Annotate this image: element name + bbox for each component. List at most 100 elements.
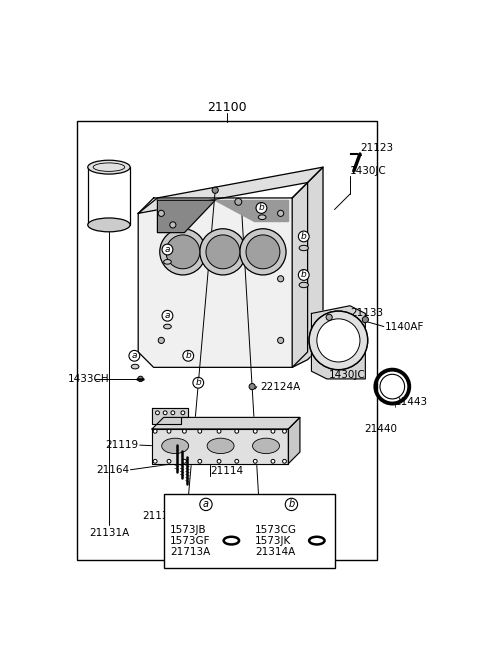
Circle shape: [235, 459, 239, 463]
Text: 1433CE: 1433CE: [265, 499, 306, 510]
Text: 21133: 21133: [350, 309, 383, 318]
Circle shape: [217, 459, 221, 463]
Circle shape: [283, 459, 287, 463]
Circle shape: [317, 319, 360, 362]
Circle shape: [129, 350, 140, 361]
Text: b: b: [185, 351, 191, 360]
Text: 1430JC: 1430JC: [350, 166, 387, 176]
Text: b: b: [288, 499, 295, 510]
Circle shape: [253, 459, 257, 463]
Text: a: a: [165, 245, 170, 254]
Ellipse shape: [164, 259, 171, 264]
Circle shape: [200, 498, 212, 510]
Circle shape: [198, 459, 202, 463]
Text: 21119: 21119: [105, 440, 138, 450]
Bar: [77, 121, 377, 560]
Text: 21114: 21114: [210, 466, 243, 476]
Polygon shape: [138, 183, 308, 367]
Circle shape: [193, 377, 204, 388]
Circle shape: [166, 235, 200, 269]
Circle shape: [240, 229, 286, 275]
Circle shape: [283, 429, 287, 433]
Polygon shape: [138, 167, 323, 214]
Circle shape: [181, 411, 185, 415]
Text: 21135: 21135: [142, 511, 175, 521]
Ellipse shape: [88, 160, 130, 174]
Text: 22124A: 22124A: [260, 382, 300, 392]
Text: 1573JK: 1573JK: [255, 536, 291, 546]
Circle shape: [170, 222, 176, 228]
Circle shape: [200, 229, 246, 275]
Text: 21123: 21123: [360, 143, 393, 153]
Circle shape: [198, 429, 202, 433]
Circle shape: [160, 229, 206, 275]
Circle shape: [217, 429, 221, 433]
Ellipse shape: [207, 438, 234, 454]
Text: 21164: 21164: [96, 465, 129, 475]
Text: a: a: [203, 499, 209, 510]
Ellipse shape: [162, 438, 189, 454]
Polygon shape: [215, 200, 288, 221]
Text: 1140AF: 1140AF: [384, 322, 424, 331]
Text: b: b: [301, 232, 307, 241]
Text: 21314A: 21314A: [255, 547, 296, 557]
Circle shape: [277, 210, 284, 216]
Circle shape: [162, 244, 173, 255]
Text: 21131A: 21131A: [89, 528, 129, 538]
Circle shape: [253, 429, 257, 433]
Ellipse shape: [299, 246, 308, 251]
Text: 1573GF: 1573GF: [170, 536, 210, 546]
Circle shape: [277, 337, 284, 343]
Circle shape: [362, 316, 369, 323]
Circle shape: [380, 374, 405, 399]
Circle shape: [271, 429, 275, 433]
Text: 1433CH: 1433CH: [67, 374, 109, 384]
Circle shape: [299, 270, 309, 280]
Ellipse shape: [258, 215, 266, 219]
Circle shape: [317, 319, 360, 362]
Polygon shape: [152, 429, 288, 464]
Circle shape: [235, 429, 239, 433]
Ellipse shape: [299, 282, 308, 288]
Circle shape: [138, 376, 143, 382]
Circle shape: [246, 235, 280, 269]
Polygon shape: [312, 306, 365, 379]
Circle shape: [206, 235, 240, 269]
Circle shape: [163, 411, 167, 415]
Text: 1573JB: 1573JB: [170, 525, 206, 535]
Circle shape: [158, 210, 164, 216]
Polygon shape: [152, 408, 188, 424]
Ellipse shape: [131, 364, 139, 369]
Circle shape: [171, 411, 175, 415]
Ellipse shape: [88, 218, 130, 232]
Circle shape: [158, 337, 164, 343]
Text: 21100: 21100: [207, 102, 247, 115]
Circle shape: [167, 459, 171, 463]
Text: 21713A: 21713A: [170, 547, 210, 557]
Circle shape: [153, 459, 157, 463]
Polygon shape: [152, 417, 300, 429]
Circle shape: [235, 198, 242, 205]
Circle shape: [212, 187, 218, 193]
Circle shape: [182, 459, 186, 463]
Text: b: b: [195, 378, 201, 387]
Circle shape: [162, 310, 173, 321]
Circle shape: [153, 429, 157, 433]
Circle shape: [182, 429, 186, 433]
Ellipse shape: [252, 438, 279, 454]
Circle shape: [326, 314, 332, 320]
Circle shape: [271, 459, 275, 463]
Circle shape: [256, 202, 267, 214]
Text: a: a: [132, 351, 137, 360]
Text: b: b: [301, 271, 307, 280]
Circle shape: [183, 350, 193, 361]
Polygon shape: [157, 200, 215, 233]
Text: 1430JC: 1430JC: [329, 370, 366, 380]
Bar: [164, 495, 335, 567]
Text: 21440: 21440: [364, 424, 397, 434]
Circle shape: [249, 384, 255, 390]
Polygon shape: [292, 167, 323, 367]
Circle shape: [277, 276, 284, 282]
Circle shape: [299, 231, 309, 242]
Circle shape: [309, 311, 368, 369]
